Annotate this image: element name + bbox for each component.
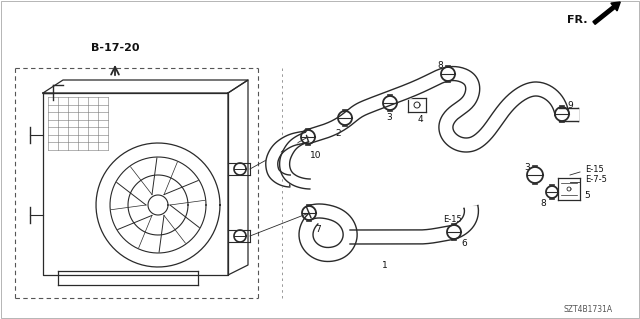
Text: E-15: E-15 <box>585 166 604 174</box>
Text: 8: 8 <box>437 61 443 70</box>
Text: 2: 2 <box>335 129 341 137</box>
Text: 8: 8 <box>540 198 546 207</box>
Text: FR.: FR. <box>568 15 588 25</box>
Text: 5: 5 <box>584 191 590 201</box>
Text: 9: 9 <box>567 100 573 109</box>
Text: SZT4B1731A: SZT4B1731A <box>563 306 612 315</box>
Text: 10: 10 <box>310 152 322 160</box>
Text: 3: 3 <box>386 114 392 122</box>
Text: 6: 6 <box>461 239 467 248</box>
Text: E-7-5: E-7-5 <box>585 175 607 184</box>
Text: 3: 3 <box>524 164 530 173</box>
Text: 7: 7 <box>315 226 321 234</box>
Text: 1: 1 <box>382 261 388 270</box>
Text: E-15: E-15 <box>444 216 462 225</box>
FancyArrow shape <box>593 2 620 24</box>
Text: B-17-20: B-17-20 <box>91 43 140 53</box>
Text: 4: 4 <box>417 115 423 124</box>
